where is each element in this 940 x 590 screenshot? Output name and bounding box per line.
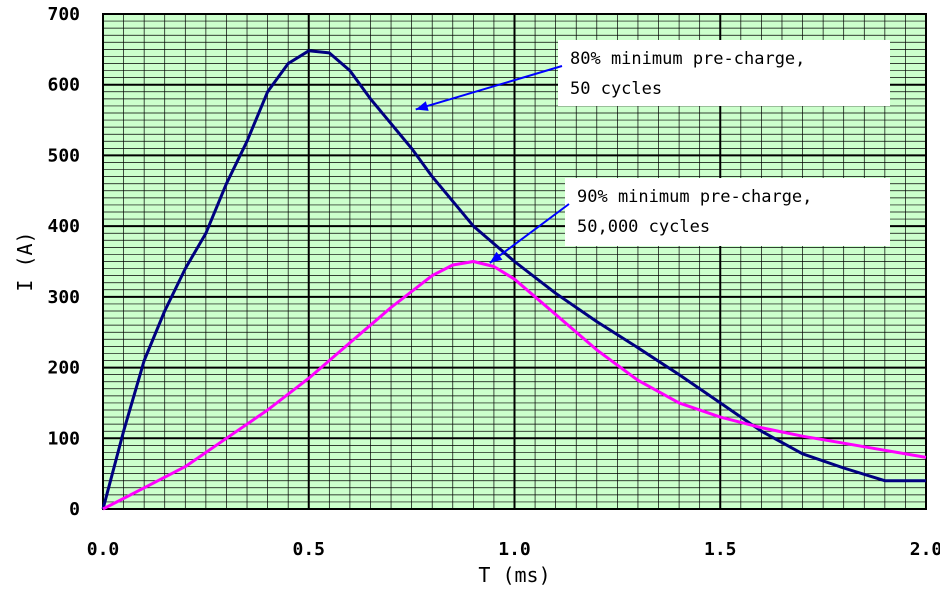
plot-frame xyxy=(102,13,927,510)
x-axis-title: T (ms) xyxy=(478,563,550,587)
y-tick-label: 100 xyxy=(47,428,80,449)
annotation-arrowhead-1 xyxy=(415,101,429,111)
y-tick-label: 200 xyxy=(47,358,80,379)
annotation-text-2: 50,000 cycles xyxy=(577,217,710,237)
x-tick-label: 0.0 xyxy=(87,539,120,560)
y-axis-title: I (A) xyxy=(13,231,37,291)
y-tick-label: 600 xyxy=(47,75,80,96)
annotation-box-1 xyxy=(558,40,890,106)
annotation-text-1: 50 cycles xyxy=(570,79,662,99)
y-tick-label: 700 xyxy=(47,4,80,25)
annotation-arrow-2 xyxy=(489,203,570,264)
x-tick-label: 2.0 xyxy=(910,539,940,560)
series-line-2 xyxy=(102,260,927,511)
annotation-text-1: 80% minimum pre-charge, xyxy=(570,49,805,69)
y-tick-label: 0 xyxy=(69,499,80,520)
annotation-text-2: 90% minimum pre-charge, xyxy=(577,187,812,207)
annotation-box-2 xyxy=(565,178,890,246)
y-tick-label: 500 xyxy=(47,145,80,166)
x-tick-label: 0.5 xyxy=(292,539,325,560)
y-tick-label: 300 xyxy=(47,287,80,308)
y-tick-label: 400 xyxy=(47,216,80,237)
series-line-1 xyxy=(101,49,926,510)
x-tick-label: 1.0 xyxy=(498,539,531,560)
x-tick-label: 1.5 xyxy=(704,539,737,560)
annotation-arrowhead-2 xyxy=(489,251,503,263)
annotation-arrow-1 xyxy=(415,65,563,111)
